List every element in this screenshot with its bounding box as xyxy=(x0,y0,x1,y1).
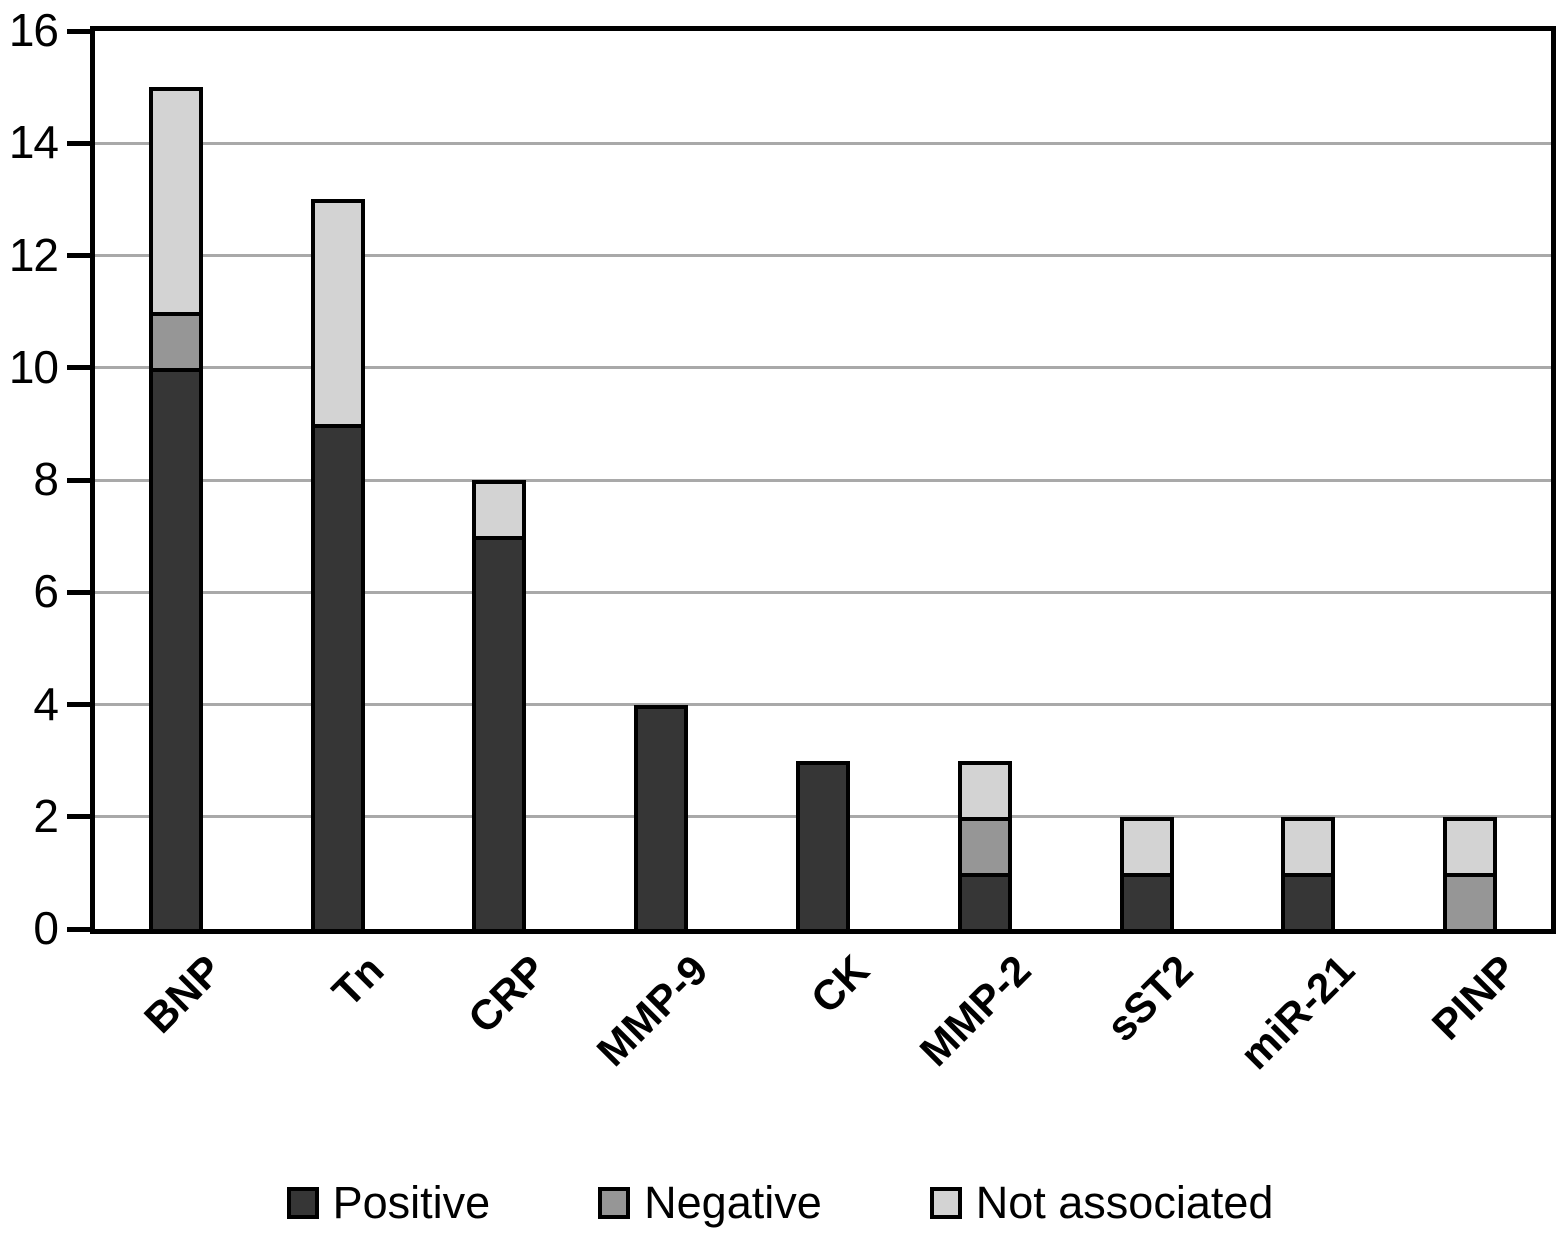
legend-item-not-associated: Not associated xyxy=(929,1177,1274,1228)
legend-label: Not associated xyxy=(975,1177,1274,1228)
bar-segment-CRP-not-associated xyxy=(472,480,527,537)
x-axis-label-CRP: CRP xyxy=(458,946,555,1042)
bar-segment-MMP-2-negative xyxy=(957,816,1012,873)
gridline-y-8 xyxy=(95,478,1551,482)
bar-segment-MMP-9-positive xyxy=(634,704,689,929)
bar-PINP xyxy=(1443,816,1498,929)
x-axis-label-PINP: PINP xyxy=(1422,946,1526,1049)
gridline-y-4 xyxy=(95,703,1551,706)
bar-segment-BNP-negative xyxy=(148,311,203,368)
bar-segment-CK-positive xyxy=(796,760,850,929)
legend-swatch-not-associated xyxy=(929,1187,962,1219)
y-axis-tick-14 xyxy=(67,140,90,146)
bar-segment-PINP-negative xyxy=(1443,872,1498,929)
legend-label: Negative xyxy=(644,1177,822,1228)
x-axis-label-MMP-9: MMP-9 xyxy=(587,946,717,1075)
y-axis-label-6: 6 xyxy=(33,565,59,618)
y-axis-tick-10 xyxy=(67,365,90,371)
bar-segment-Tn-positive xyxy=(310,423,365,929)
bar-segment-CRP-positive xyxy=(472,536,527,929)
bar-segment-sST2-not-associated xyxy=(1119,816,1174,873)
bar-segment-BNP-not-associated xyxy=(148,87,203,312)
bar-segment-Tn-not-associated xyxy=(310,199,365,424)
bar-CK xyxy=(796,760,850,929)
x-axis-label-miR-21: miR-21 xyxy=(1231,946,1364,1079)
y-axis-label-10: 10 xyxy=(8,340,59,393)
y-axis-label-8: 8 xyxy=(33,453,59,505)
gridline-y-12 xyxy=(95,254,1551,257)
y-axis-tick-8 xyxy=(67,477,90,483)
bar-sST2 xyxy=(1119,816,1174,929)
x-axis-label-Tn: Tn xyxy=(323,946,393,1016)
bar-miR-21 xyxy=(1281,816,1336,929)
y-axis-tick-0 xyxy=(67,926,90,932)
y-axis-tick-6 xyxy=(67,589,90,595)
x-axis-label-MMP-2: MMP-2 xyxy=(911,946,1041,1075)
y-axis-label-4: 4 xyxy=(33,677,59,730)
y-axis-tick-2 xyxy=(67,814,90,820)
x-axis-label-sST2: sST2 xyxy=(1097,946,1202,1051)
bar-segment-MMP-2-positive xyxy=(957,872,1012,929)
bar-segment-BNP-positive xyxy=(148,367,203,929)
legend-swatch-negative xyxy=(598,1187,631,1219)
bar-segment-miR-21-positive xyxy=(1281,872,1336,929)
y-axis-label-12: 12 xyxy=(8,228,59,281)
gridline-y-6 xyxy=(95,590,1551,594)
plot-area xyxy=(67,26,1556,934)
x-axis-label-CK: CK xyxy=(802,946,879,1023)
y-axis-tick-4 xyxy=(67,702,90,707)
bar-segment-sST2-positive xyxy=(1119,872,1174,929)
y-axis-label-2: 2 xyxy=(33,789,59,842)
bar-MMP-9 xyxy=(634,704,689,929)
chart-legend: Positive Negative Not associated xyxy=(0,1178,1560,1228)
legend-label: Positive xyxy=(332,1177,491,1228)
bar-Tn xyxy=(310,199,365,929)
bar-BNP xyxy=(148,87,203,929)
y-axis-label-14: 14 xyxy=(8,116,59,169)
legend-swatch-positive xyxy=(286,1187,319,1219)
bar-CRP xyxy=(472,480,527,929)
gridline-y-14 xyxy=(95,141,1551,145)
bar-segment-MMP-2-not-associated xyxy=(957,760,1012,817)
y-axis-tick-16 xyxy=(67,28,90,34)
legend-item-negative: Negative xyxy=(598,1178,822,1228)
x-axis-label-BNP: BNP xyxy=(135,946,232,1042)
y-axis-label-0: 0 xyxy=(33,902,59,954)
y-axis-label-16: 16 xyxy=(8,4,59,56)
gridline-y-10 xyxy=(95,366,1551,370)
bar-segment-miR-21-not-associated xyxy=(1281,816,1336,873)
bar-MMP-2 xyxy=(957,760,1012,929)
y-axis-tick-12 xyxy=(67,253,90,258)
bar-segment-PINP-not-associated xyxy=(1443,816,1498,873)
legend-item-positive: Positive xyxy=(286,1177,491,1228)
